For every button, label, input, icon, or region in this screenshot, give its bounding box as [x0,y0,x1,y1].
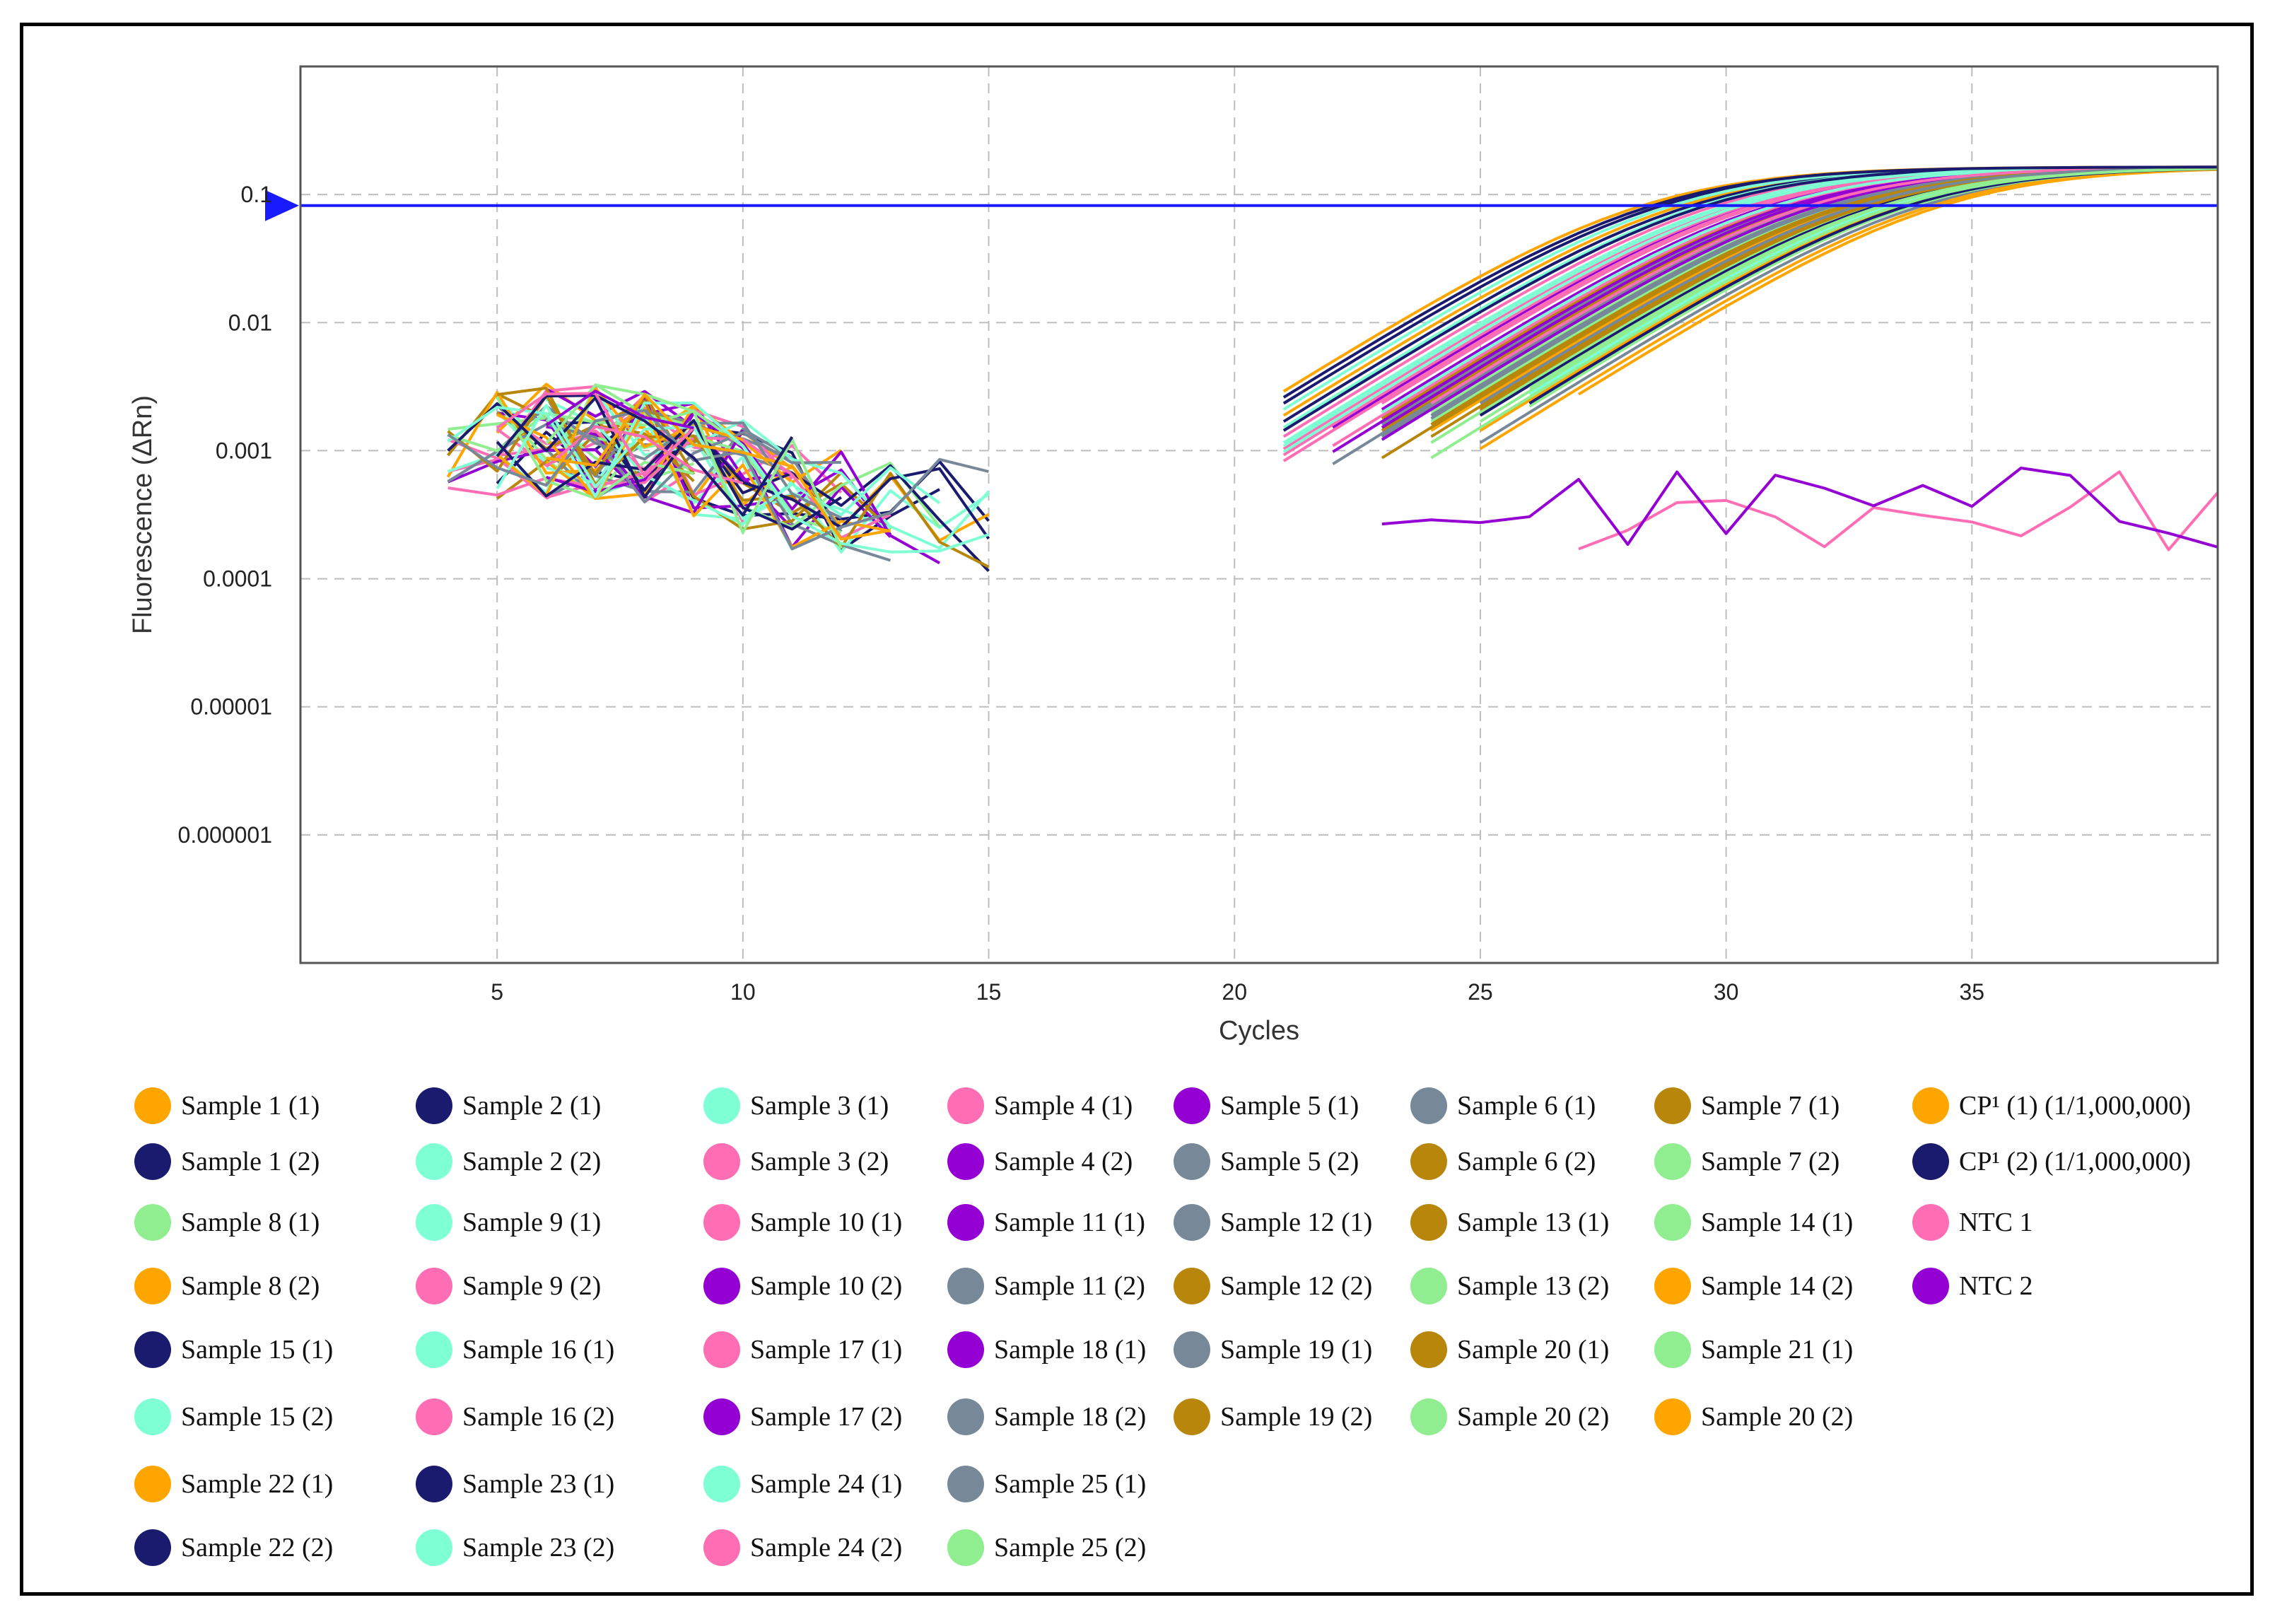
y-tick-label: 0.001 [216,438,272,463]
baseline-trace [545,390,694,430]
baseline-trace [496,419,842,531]
amplification-curve [1282,165,2218,399]
y-tick-label: 0.00001 [190,694,272,720]
amplification-curve [1430,167,2218,460]
y-tick-label: 0.0001 [203,566,272,592]
x-axis-ticks: 5 10 15 20 25 30 35 [491,979,1984,1005]
x-tick-label: 25 [1468,979,1493,1005]
x-tick-label: 35 [1960,979,1985,1005]
amplification-curve [1381,467,2218,549]
x-tick-label: 5 [491,979,503,1005]
threshold-handle-icon[interactable] [265,189,299,221]
baseline-trace [545,425,744,485]
amplification-curve [1430,166,2218,405]
baseline-trace [447,401,990,554]
figure-frame [20,23,2254,1596]
y-axis-ticks: 0.1 0.01 0.001 0.0001 0.00001 0.000001 [178,182,272,848]
baseline-trace [496,392,695,478]
series-layer [446,165,2219,573]
baseline-trace [546,415,891,530]
baseline-trace [496,394,794,517]
x-tick-label: 15 [976,979,1002,1005]
amplification-curve [1578,470,2219,551]
x-tick-label: 10 [730,979,756,1005]
y-tick-label: 0.01 [228,310,272,335]
baseline-trace [496,407,891,549]
y-axis-title: Fluorescence (ΔRn) [128,395,158,634]
baseline-trace [546,392,891,541]
x-axis-title: Cycles [1219,1016,1299,1046]
x-tick-label: 20 [1222,979,1247,1005]
plot-area-border [299,65,2219,964]
amplification-curve [1577,168,2218,396]
baseline-trace [447,393,695,476]
y-tick-label: 0.1 [241,182,272,207]
y-tick-label: 0.000001 [178,822,272,848]
x-tick-label: 30 [1714,979,1739,1005]
amplification-curve [1479,166,2218,405]
baseline-trace [447,409,989,551]
threshold-layer[interactable] [265,189,2218,221]
